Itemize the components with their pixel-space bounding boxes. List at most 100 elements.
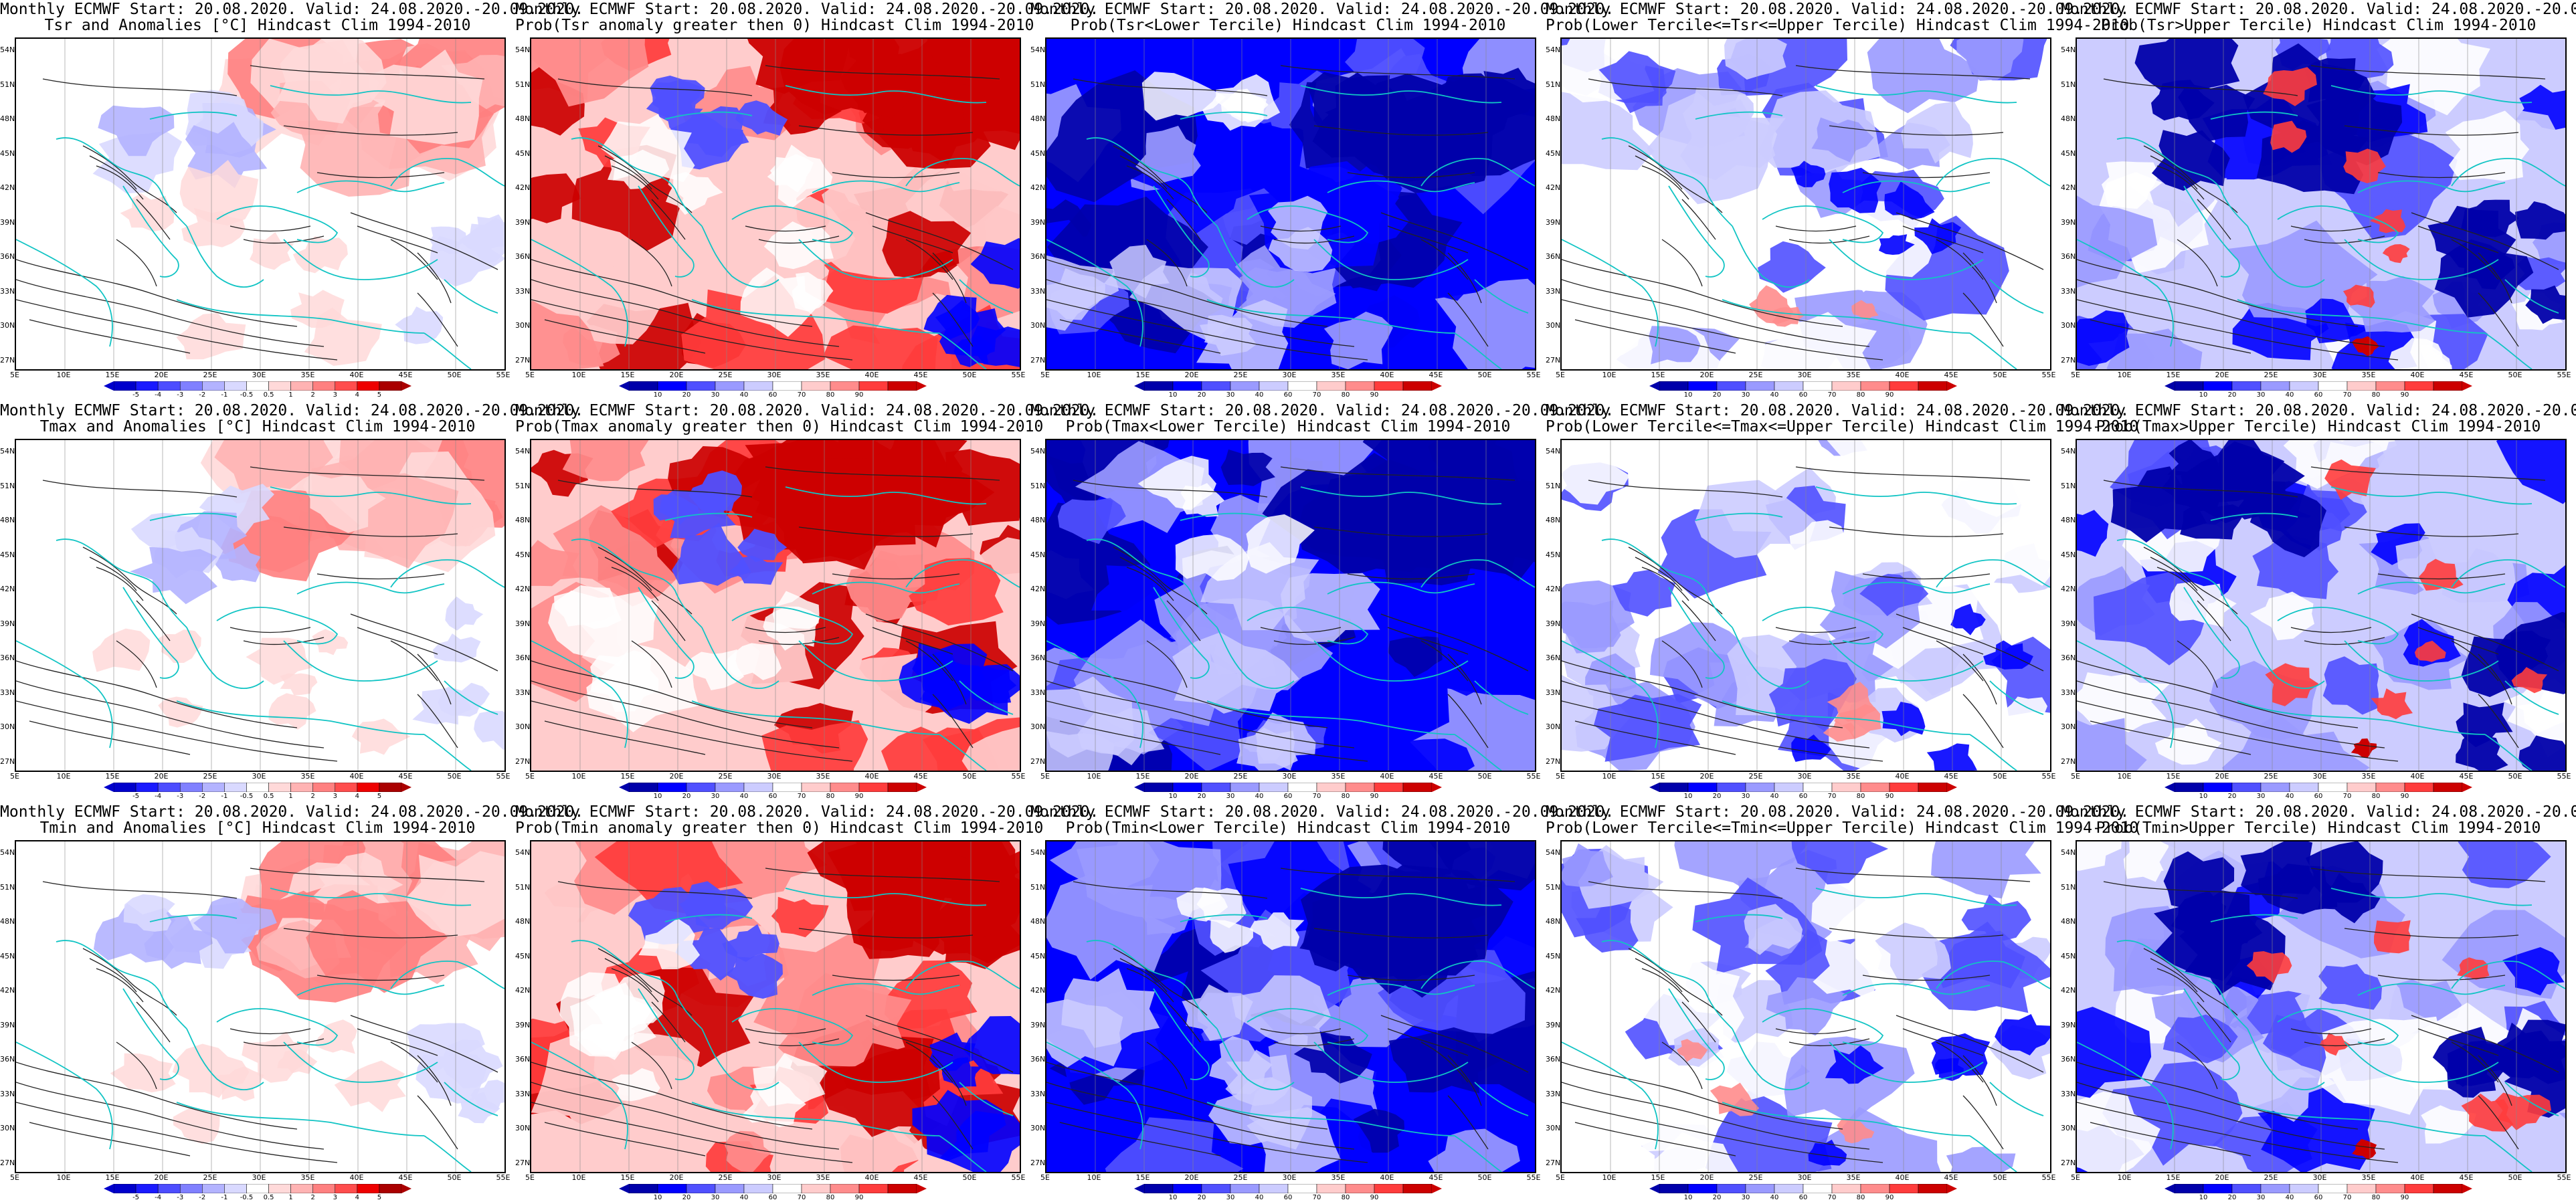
- isotherm-contour: [229, 627, 311, 633]
- isotherm-contour: [1562, 660, 1843, 728]
- longitude-label: 20E: [1184, 772, 1199, 781]
- shaded-region: [1749, 285, 1794, 324]
- isotherm-contour: [1635, 958, 1683, 993]
- colorbar-segment: [2347, 1184, 2377, 1193]
- coastline: [2330, 85, 2533, 104]
- latitude-label: 27N: [1546, 356, 1561, 365]
- colorbar-segment: [1374, 783, 1404, 792]
- colorbar-segment: [1860, 783, 1890, 792]
- isotherm-contour: [798, 526, 974, 537]
- shaded-region: [1323, 459, 1465, 553]
- isotherm-contour: [1562, 680, 1870, 748]
- latitude-label: 51N: [515, 481, 531, 490]
- coastline: [1300, 486, 1502, 505]
- coastline: [1601, 137, 1733, 227]
- shaded-region: [2460, 248, 2515, 290]
- isotherm-contour: [2197, 600, 2231, 641]
- isotherm-contour: [116, 239, 157, 287]
- latitude-label: 33N: [2061, 1089, 2076, 1098]
- shaded-region: [594, 841, 743, 914]
- latitude-label: 51N: [1546, 481, 1561, 490]
- latitude-label: 36N: [2061, 252, 2076, 262]
- isotherm-contour: [2417, 627, 2499, 655]
- shaded-region: [2377, 39, 2490, 116]
- latitude-label: 48N: [1546, 114, 1561, 124]
- longitude-label: 30E: [1797, 772, 1812, 781]
- isotherm-contour: [1073, 881, 1268, 899]
- shaded-region: [2320, 1032, 2351, 1056]
- panel-subtitle: Prob(Tmin anomaly greater then 0) Hindca…: [515, 819, 1044, 837]
- isotherm-contour: [1046, 299, 1368, 361]
- longitude-label: 5E: [525, 772, 535, 781]
- coastline: [1762, 205, 1884, 243]
- coastline: [1989, 1082, 2044, 1116]
- isotherm-contour: [250, 466, 485, 481]
- shaded-region: [2252, 534, 2339, 599]
- coastline: [2504, 279, 2559, 314]
- isotherm-contour: [2177, 1041, 2218, 1090]
- latitude-label: 33N: [1030, 286, 1046, 296]
- coastline: [1829, 1041, 1984, 1083]
- coastline: [2330, 888, 2533, 906]
- colorbar-label: 5: [377, 391, 382, 399]
- shaded-region: [1710, 1082, 1760, 1116]
- coastline: [186, 225, 264, 288]
- isotherm-contour: [932, 694, 974, 748]
- isotherm-contour: [798, 928, 974, 938]
- longitude-label: 15E: [620, 1173, 635, 1182]
- latitude-label: 51N: [2061, 882, 2076, 892]
- latitude-label: 42N: [2061, 585, 2076, 594]
- shaded-region: [2305, 298, 2358, 344]
- colorbar-segment: [312, 783, 336, 792]
- colorbar-label: -1: [221, 1194, 228, 1201]
- longitude-label: 25E: [1233, 772, 1248, 781]
- coastline: [1474, 279, 1529, 314]
- shaded-region: [2151, 130, 2230, 191]
- colorbar-label: 3: [333, 793, 337, 800]
- longitude-label: 5E: [1040, 772, 1050, 781]
- isotherm-contour: [872, 1028, 953, 1056]
- coastline: [176, 700, 425, 735]
- isotherm-contour: [651, 600, 686, 641]
- shaded-region: [953, 334, 992, 367]
- map-area: [2076, 37, 2567, 371]
- longitude-label: 5E: [10, 371, 19, 379]
- colorbar-label: 70: [1312, 1194, 1321, 1201]
- coastline: [1420, 961, 1535, 989]
- colorbar-label: 40: [1770, 391, 1779, 399]
- colorbar-label: 60: [1283, 1194, 1293, 1201]
- map-svg: [16, 440, 504, 771]
- isotherm-contour: [2156, 968, 2205, 1003]
- coastline: [1474, 680, 1529, 715]
- shaded-region: [250, 231, 294, 270]
- colorbar-segment: [1287, 381, 1317, 391]
- latitude-label: 42N: [1030, 183, 1046, 193]
- isotherm-contour: [1387, 627, 1469, 655]
- colorbar-label: -5: [132, 1194, 140, 1201]
- latitude-label: 51N: [515, 882, 531, 892]
- colorbar-segment: [772, 381, 802, 391]
- isotherm-contour: [1126, 567, 1174, 601]
- latitude-label: 45N: [2061, 550, 2076, 559]
- longitude-label: 10E: [56, 772, 71, 781]
- coastline: [1180, 512, 1268, 521]
- longitude-label: 15E: [1135, 371, 1150, 379]
- coastline: [1969, 734, 2017, 771]
- colorbar-arrow-right: [401, 381, 411, 391]
- panel-subtitle: Prob(Lower Tercile<=Tmax<=Upper Tercile)…: [1546, 418, 2139, 435]
- isotherm-contour: [1641, 968, 1689, 1003]
- latitude-label: 30N: [1030, 321, 1046, 330]
- colorbar-arrow-right: [2462, 783, 2472, 792]
- shaded-region: [292, 235, 348, 274]
- panel-subtitle: Prob(Tmin<Lower Tercile) Hindcast Clim 1…: [1065, 819, 1511, 837]
- panel-title: Monthly ECMWF Start: 20.08.2020. Valid: …: [2061, 402, 2576, 419]
- isotherm-contour: [1146, 239, 1188, 287]
- isotherm-contour: [2156, 165, 2205, 200]
- coastline: [16, 239, 113, 347]
- latitude-label: 42N: [1546, 183, 1561, 193]
- colorbar-segment: [379, 1184, 402, 1193]
- coastline: [2237, 700, 2486, 735]
- shaded-region: [215, 543, 261, 583]
- shaded-region: [1985, 223, 2050, 308]
- colorbar-segment: [268, 783, 291, 792]
